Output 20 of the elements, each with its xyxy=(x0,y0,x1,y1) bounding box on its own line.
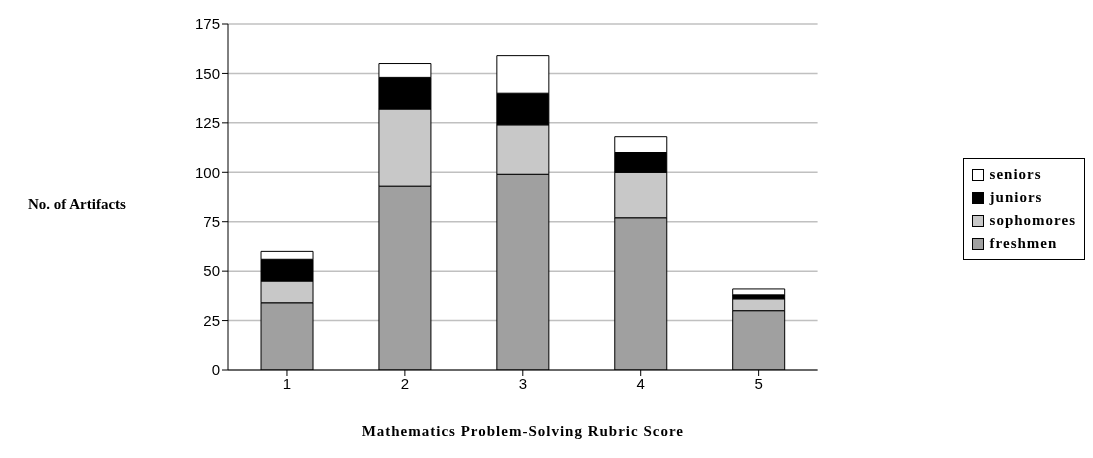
y-tick-label: 0 xyxy=(211,361,220,379)
y-tick-label: 75 xyxy=(203,213,220,231)
x-axis-title: Mathematics Problem-Solving Rubric Score xyxy=(361,423,684,439)
y-tick-label: 125 xyxy=(194,114,220,132)
y-tick-label: 50 xyxy=(203,262,220,280)
legend-label: freshmen xyxy=(989,235,1058,252)
y-tick-label: 100 xyxy=(194,163,220,181)
bar xyxy=(732,288,786,296)
y-tick-label: 175 xyxy=(194,15,220,33)
x-tick-label: 2 xyxy=(400,374,410,392)
x-tick-label: 1 xyxy=(282,374,292,392)
x-tick-label: 5 xyxy=(754,374,763,392)
y-tick-label: 25 xyxy=(203,311,220,329)
y-tick-label: 150 xyxy=(194,64,220,82)
legend-label: sophomores xyxy=(989,212,1076,229)
x-tick-label: 3 xyxy=(518,374,527,392)
y-axis-title: No. of Artifacts xyxy=(28,196,126,213)
legend-label: seniors xyxy=(989,166,1042,183)
x-tick-label: 4 xyxy=(636,374,645,392)
legend-label: juniors xyxy=(989,189,1043,206)
